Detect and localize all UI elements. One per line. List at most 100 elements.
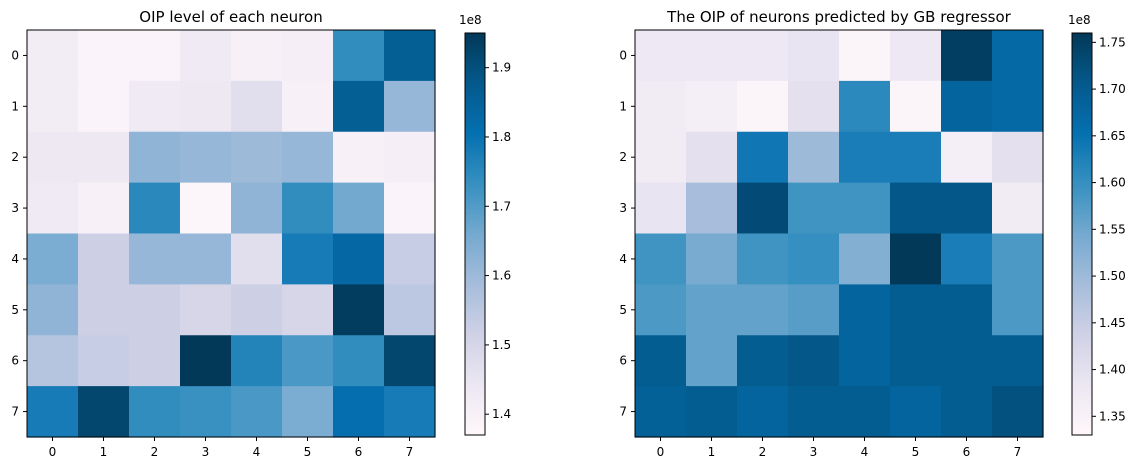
x-tick-label: 1: [100, 445, 108, 459]
heatmap-cells-1: [27, 30, 436, 438]
x-tick-label: 4: [253, 445, 261, 459]
chart-title-2: The OIP of neurons predicted by GB regre…: [666, 8, 1012, 26]
heatmap-cell: [788, 80, 840, 133]
x-tick-label: 0: [49, 445, 57, 459]
x-tick-label: 4: [861, 445, 869, 459]
heatmap-cell: [78, 182, 130, 235]
colorbar-tick-label: 1.35: [1099, 409, 1126, 423]
heatmap-cell: [180, 386, 232, 438]
heatmap-cell: [282, 80, 334, 133]
y-tick-label: 3: [11, 201, 19, 215]
heatmap-cell: [890, 131, 942, 184]
heatmap-cell: [992, 131, 1044, 184]
heatmap-cell: [788, 386, 840, 438]
heatmap-cell: [231, 335, 283, 387]
colorbar-tick-label: 1.45: [1099, 316, 1126, 330]
x-tick-label: 5: [912, 445, 920, 459]
heatmap-cell: [129, 233, 181, 285]
y-tick-label: 0: [11, 48, 19, 62]
heatmap-cell: [333, 30, 385, 82]
heatmap-cell: [231, 182, 283, 235]
heatmap-cell: [27, 182, 79, 235]
heatmap-cell: [686, 233, 738, 285]
colorbar-tick-label: 1.40: [1099, 363, 1126, 377]
heatmap-cell: [180, 233, 232, 285]
x-tick-label: 6: [355, 445, 363, 459]
heatmap-cell: [788, 182, 840, 235]
heatmap-cell: [282, 386, 334, 438]
heatmap-cell: [27, 131, 79, 184]
heatmap-cell: [992, 335, 1044, 387]
y-tick-label: 5: [11, 303, 19, 317]
heatmap-cell: [27, 30, 79, 82]
heatmap-cell: [839, 30, 891, 82]
heatmap-cell: [635, 233, 687, 285]
heatmap-cell: [333, 182, 385, 235]
heatmap-cell: [635, 30, 687, 82]
heatmap-cell: [788, 284, 840, 336]
heatmap-cell: [941, 182, 993, 235]
colorbar-2: 1.35 1.40 1.45 1.50 1.55 1.60 1.65 1.70 1.75 1e8: [1068, 13, 1126, 436]
heatmap-cell: [78, 386, 130, 438]
heatmap-cell: [78, 233, 130, 285]
heatmap-cell: [992, 80, 1044, 133]
heatmap-cell: [384, 284, 436, 336]
colorbar-tick-label: 1.8: [492, 130, 511, 144]
heatmap-cell: [384, 30, 436, 82]
plot-frame-1: [26, 29, 436, 438]
heatmap-cell: [180, 335, 232, 387]
colorbar-fill-2: [1072, 33, 1092, 435]
heatmap-cell: [890, 80, 942, 133]
heatmap-cell: [231, 233, 283, 285]
y-tick-label: 5: [619, 303, 627, 317]
heatmap-cell: [27, 335, 79, 387]
x-tick-label: 7: [1014, 445, 1022, 459]
y-tick-label: 7: [11, 405, 19, 419]
heatmap-cell: [941, 233, 993, 285]
heatmap-cell: [231, 80, 283, 133]
y-tick-label: 6: [619, 354, 627, 368]
y-tick-label: 0: [619, 48, 627, 62]
heatmap-cell: [737, 335, 789, 387]
x-tick-label: 5: [304, 445, 312, 459]
heatmap-cell: [78, 80, 130, 133]
colorbar-frame-2: [1071, 32, 1093, 436]
heatmap-cell: [686, 182, 738, 235]
heatmap-cell: [282, 182, 334, 235]
heatmap-cell: [180, 131, 232, 184]
heatmap-cell: [635, 284, 687, 336]
heatmap-cell: [180, 182, 232, 235]
heatmap-cell: [333, 131, 385, 184]
heatmap-cell: [992, 233, 1044, 285]
heatmap-cell: [941, 386, 993, 438]
y-tick-label: 1: [619, 99, 627, 113]
heatmap-cell: [282, 131, 334, 184]
heatmap-cell: [839, 131, 891, 184]
heatmap-cell: [78, 131, 130, 184]
y-tick-label: 7: [619, 405, 627, 419]
colorbar-tick-label: 1.4: [492, 407, 511, 421]
heatmap-cell: [941, 284, 993, 336]
heatmap-cell: [129, 131, 181, 184]
colorbar-frame-1: [464, 32, 486, 436]
x-tick-label: 7: [406, 445, 414, 459]
heatmap-cell: [686, 335, 738, 387]
heatmap-cell: [992, 284, 1044, 336]
heatmap-cell: [890, 30, 942, 82]
colorbar-fill-1: [465, 33, 485, 435]
heatmap-cell: [737, 386, 789, 438]
heatmap-cell: [737, 131, 789, 184]
heatmap-cell: [941, 131, 993, 184]
heatmap-cell: [992, 386, 1044, 438]
heatmap-cell: [282, 284, 334, 336]
colorbar-ticks-1: 1.4 1.5 1.6 1.7 1.8 1.9: [485, 61, 511, 421]
heatmap-cell: [384, 182, 436, 235]
heatmap-cell: [129, 335, 181, 387]
chart-title-1: OIP level of each neuron: [139, 8, 322, 26]
heatmap-cell: [231, 30, 283, 82]
heatmap-cell: [27, 80, 79, 133]
heatmap-cell: [941, 335, 993, 387]
heatmap-cell: [686, 386, 738, 438]
y-tick-label: 1: [11, 99, 19, 113]
heatmap-cell: [384, 233, 436, 285]
